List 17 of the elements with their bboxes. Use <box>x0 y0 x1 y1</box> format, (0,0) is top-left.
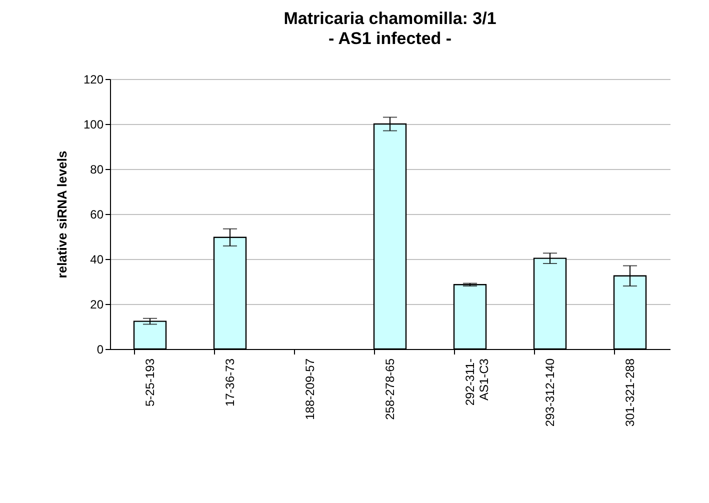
x-tick-label: 188-209-57 <box>303 358 317 420</box>
x-tick-label: 301-321-288 <box>623 358 637 427</box>
y-tick-label: 120 <box>83 72 104 86</box>
chart-subtitle: - AS1 infected - <box>328 29 452 48</box>
y-tick-label: 60 <box>90 208 104 222</box>
x-tick-label: 293-312-140 <box>543 358 557 427</box>
y-tick-label: 20 <box>90 298 104 312</box>
y-axis-title: relative siRNA levels <box>54 150 70 278</box>
y-tick-label: 80 <box>90 162 104 176</box>
x-tick-label: 17-36-73 <box>223 358 237 407</box>
x-tick-label: 292-311- AS1-C3 <box>463 358 491 406</box>
chart-title: Matricaria chamomilla: 3/1 <box>284 9 496 28</box>
x-tick-label: 258-278-65 <box>383 358 397 420</box>
x-tick-label: 5-25-193 <box>143 358 157 407</box>
y-tick-label: 0 <box>96 342 104 356</box>
y-tick-label: 40 <box>90 252 104 266</box>
y-tick-label: 100 <box>83 118 104 132</box>
